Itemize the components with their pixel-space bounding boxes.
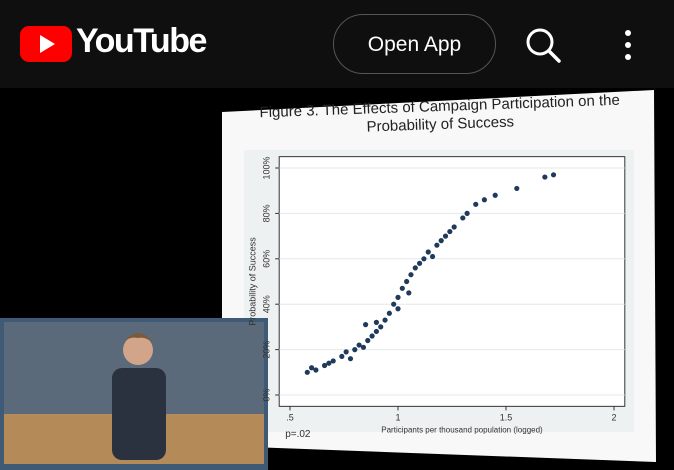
point [404,278,410,285]
point [395,294,401,300]
y-tick-label: 40% [262,295,272,313]
point [343,349,349,355]
top-bar: YouTube Open App [0,0,674,88]
speaker-body [112,368,166,460]
point [373,319,379,325]
point [347,356,354,362]
point [464,210,470,216]
speaker-head [123,335,153,365]
point [330,358,336,364]
point [382,317,388,323]
point [339,353,345,360]
point [326,360,332,366]
point [514,185,520,192]
menu-icon[interactable] [622,28,634,64]
speaker-hair [123,333,154,344]
point [352,347,358,353]
point [442,233,449,239]
point [365,337,371,344]
point [363,322,369,328]
y-axis-label: Probability of Success [248,237,258,326]
open-app-button[interactable]: Open App [333,14,496,74]
point [386,310,392,316]
point [425,249,431,255]
point [460,215,466,221]
point [438,238,444,244]
logo-text[interactable]: YouTube [76,22,207,60]
point [391,301,397,307]
point [399,285,405,291]
point [373,328,379,335]
point [406,290,412,296]
y-tick-label: 60% [262,250,272,268]
y-tick-label: 20% [262,341,272,359]
point [473,201,479,207]
x-tick-label: 2 [611,413,616,423]
point [356,342,362,348]
point [429,253,436,260]
point [434,242,440,248]
logo-icon[interactable] [20,26,80,66]
point [321,362,328,369]
y-tick-label: 0% [262,388,272,401]
x-tick-label: 1.5 [500,413,513,423]
point [492,192,498,198]
point [369,333,375,339]
point [378,324,384,330]
point [360,344,367,350]
point [421,256,427,262]
x-tick-label: .5 [286,413,294,423]
search-icon[interactable] [524,26,564,66]
y-tick-label: 80% [262,204,272,222]
point [550,172,557,178]
point [542,174,548,180]
x-tick-label: 1 [395,413,400,423]
x-axis-label: Participants per thousand population (lo… [381,425,543,434]
plot-area [278,156,626,407]
point [313,367,319,373]
point [395,306,401,312]
point [447,228,453,235]
point [451,224,457,230]
point [412,265,418,271]
point [408,272,414,278]
point [309,365,315,371]
annotation: p=.02 [285,429,311,440]
point [481,197,487,203]
point [417,260,423,266]
y-tick-label: 100% [262,156,272,179]
point [304,369,310,375]
